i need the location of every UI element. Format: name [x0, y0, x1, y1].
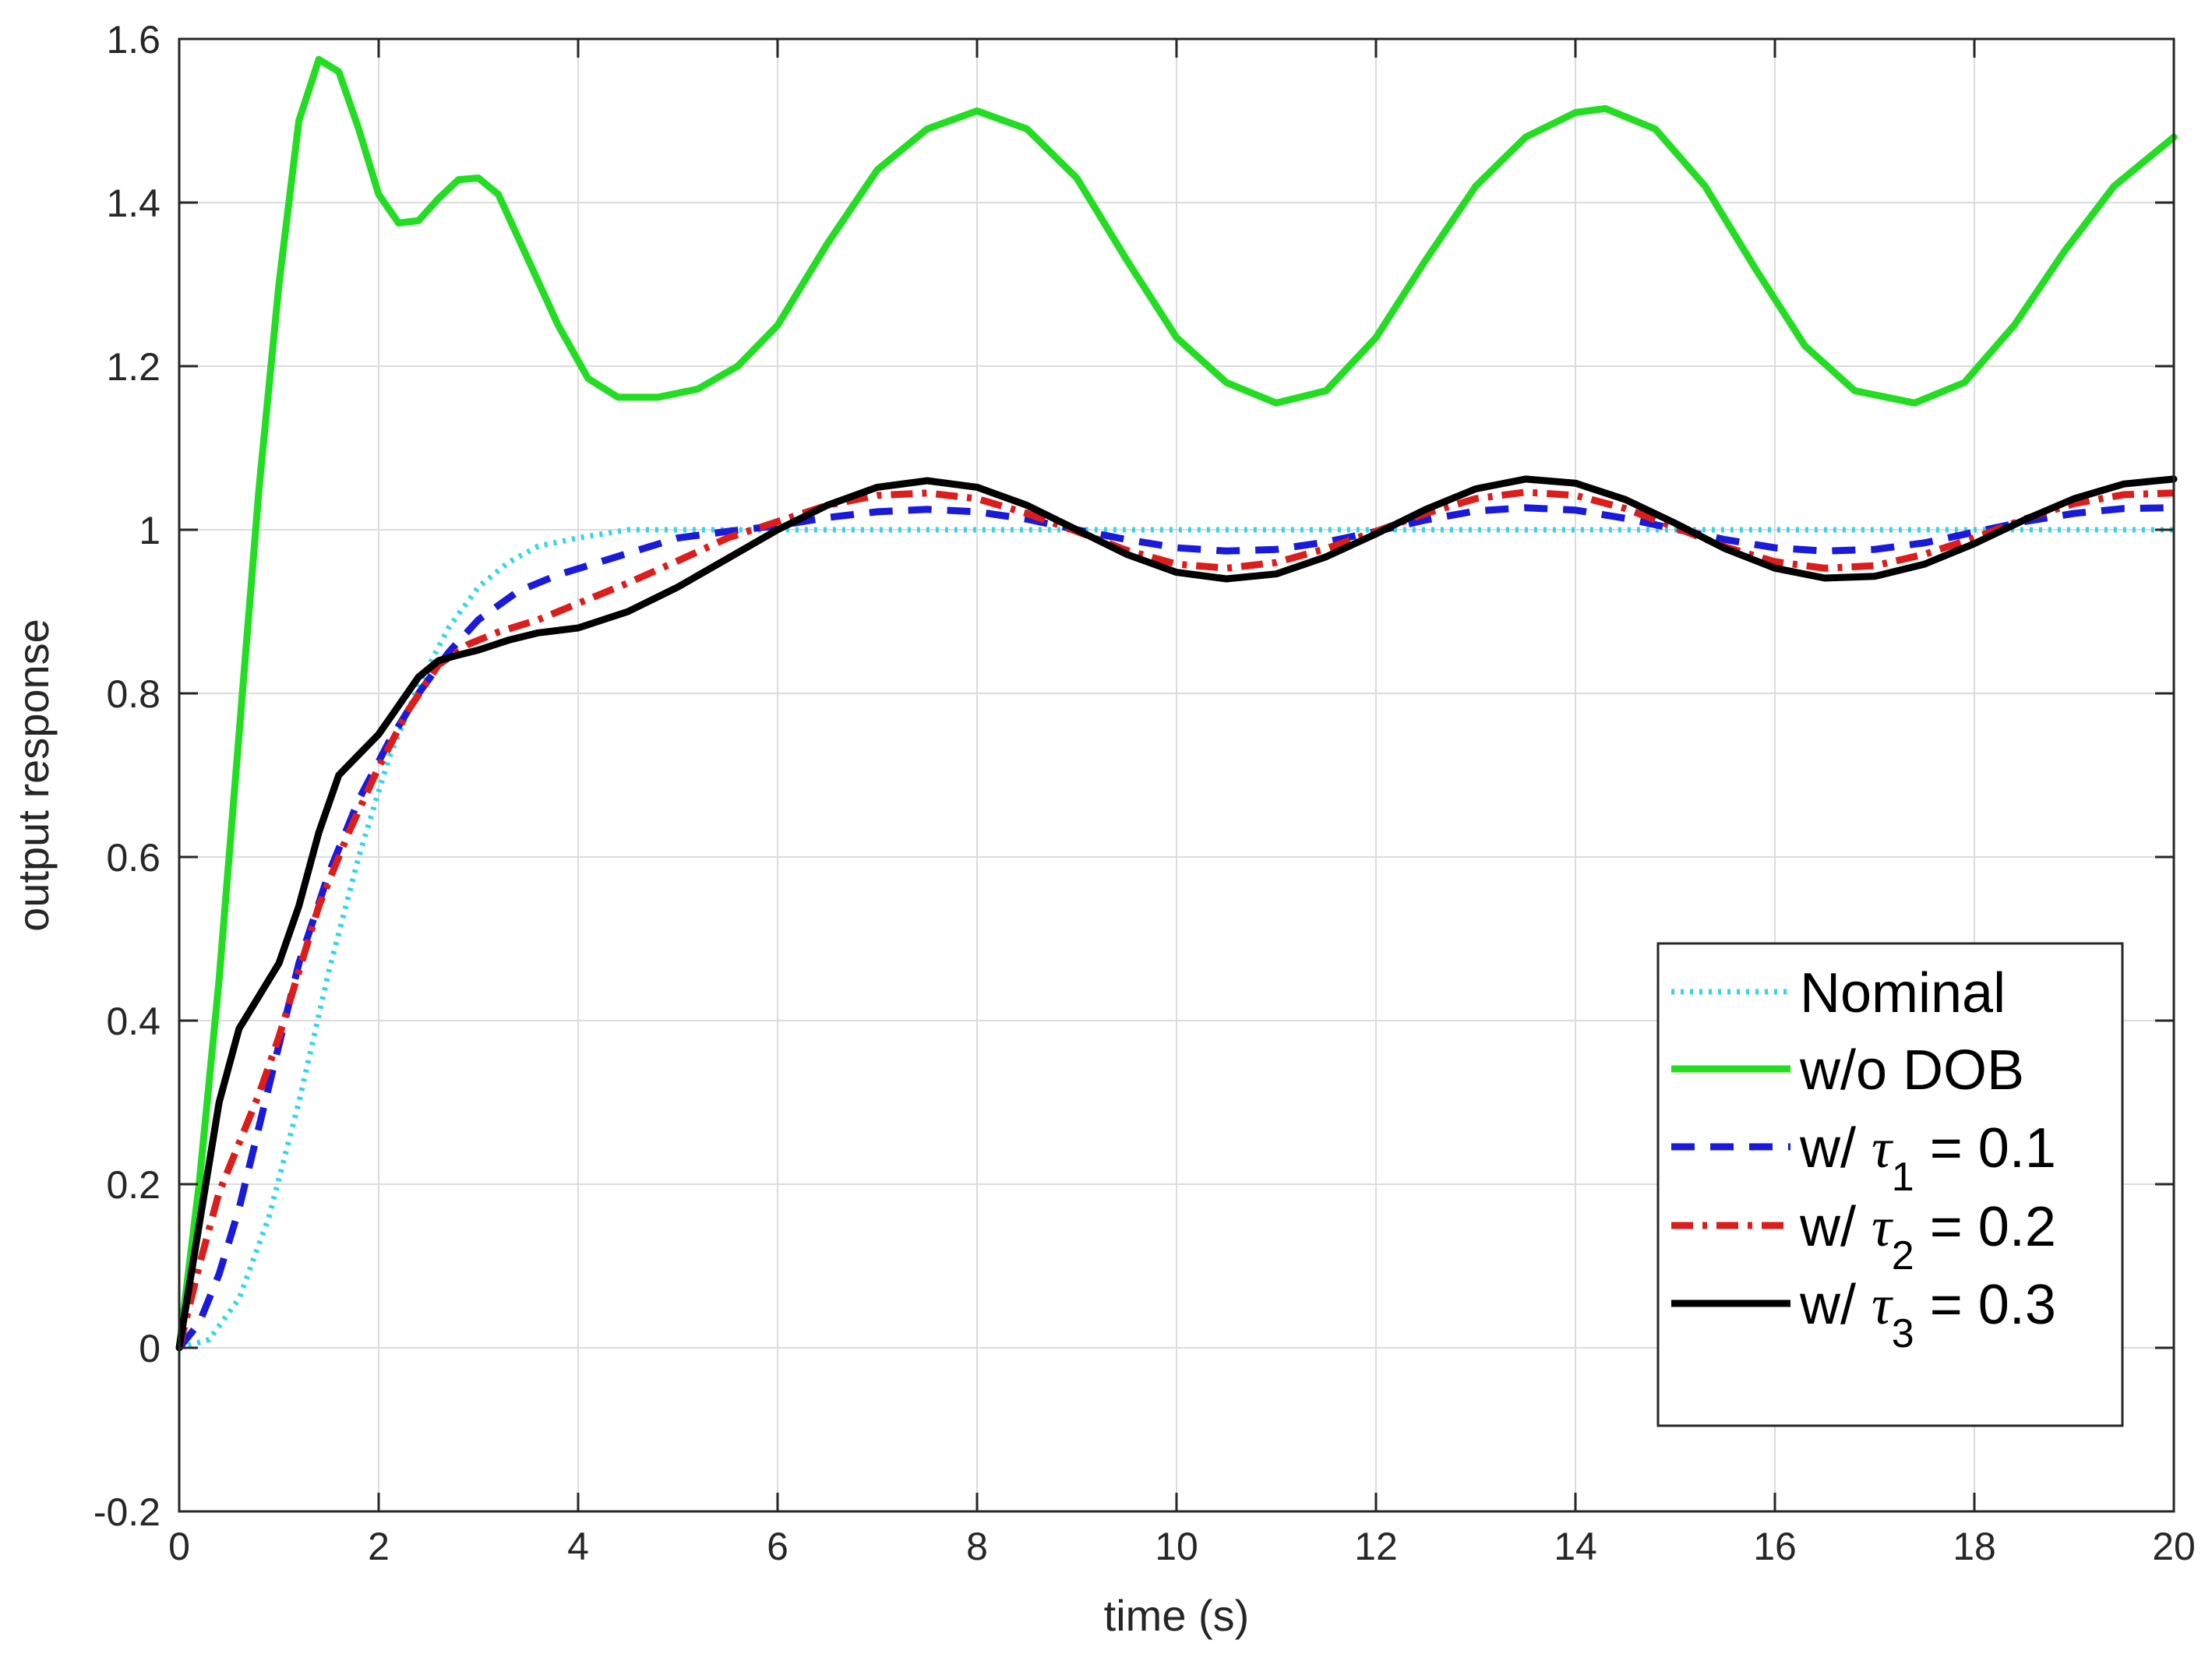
x-axis-label: time (s)	[1104, 1591, 1250, 1640]
legend-label-w-2-0-2: w/ τ2 = 0.2	[1799, 1196, 2056, 1278]
legend-label-w-o-dob: w/o DOB	[1799, 1039, 2024, 1102]
x-tick-label-10: 20	[2152, 1525, 2196, 1568]
series-line-w-1-0-1	[176, 504, 2175, 1350]
y-tick-label-5: 0.8	[106, 672, 161, 716]
axes	[178, 37, 2175, 1513]
x-tick-label-1: 2	[368, 1525, 390, 1568]
grid	[179, 39, 2174, 1511]
series-line-w-o-dob	[175, 55, 2178, 1352]
tick-labels: 0 2 4 6 8 10 12 14 16 18 20-0.200.20.40.60.811.21.…	[93, 18, 2196, 1568]
y-tick-label-2: 0.2	[106, 1163, 161, 1207]
x-tick-label-4: 8	[966, 1525, 988, 1568]
plot-series	[175, 55, 2178, 1352]
y-tick-label-0: -0.2	[93, 1490, 161, 1534]
x-tick-label-5: 10	[1155, 1525, 1198, 1568]
legend-label-w-1-0-1: w/ τ1 = 0.1	[1799, 1117, 2056, 1200]
series-line-w-3-0-3	[175, 475, 2178, 1352]
y-tick-label-1: 0	[139, 1327, 161, 1370]
legend-box	[1656, 942, 2124, 1427]
y-tick-label-3: 0.4	[106, 1000, 161, 1043]
legend-label-w-3-0-3: w/ τ3 = 0.3	[1799, 1274, 2056, 1356]
y-tick-label-4: 0.6	[106, 836, 161, 880]
y-tick-label-8: 1.4	[106, 182, 161, 225]
y-tick-label-9: 1.6	[106, 18, 161, 62]
x-tick-label-9: 18	[1953, 1525, 1996, 1568]
legend-label-nominal: Nominal	[1800, 962, 2006, 1024]
legend: Nominal w/o DOB w/ τ1 = 0.1w/ τ2 = 0.2w/ τ…	[1656, 942, 2124, 1427]
x-tick-label-3: 6	[767, 1525, 788, 1568]
y-tick-label-7: 1.2	[106, 345, 161, 389]
x-tick-label-6: 12	[1354, 1525, 1398, 1568]
x-tick-label-2: 4	[567, 1525, 589, 1568]
series-line-w-2-0-2	[175, 488, 2175, 1349]
x-tick-label-8: 16	[1753, 1525, 1797, 1568]
x-tick-label-0: 0	[168, 1525, 190, 1568]
y-tick-label-6: 1	[139, 509, 161, 552]
x-tick-label-7: 14	[1554, 1525, 1597, 1568]
y-axis-label: output response	[9, 619, 58, 932]
